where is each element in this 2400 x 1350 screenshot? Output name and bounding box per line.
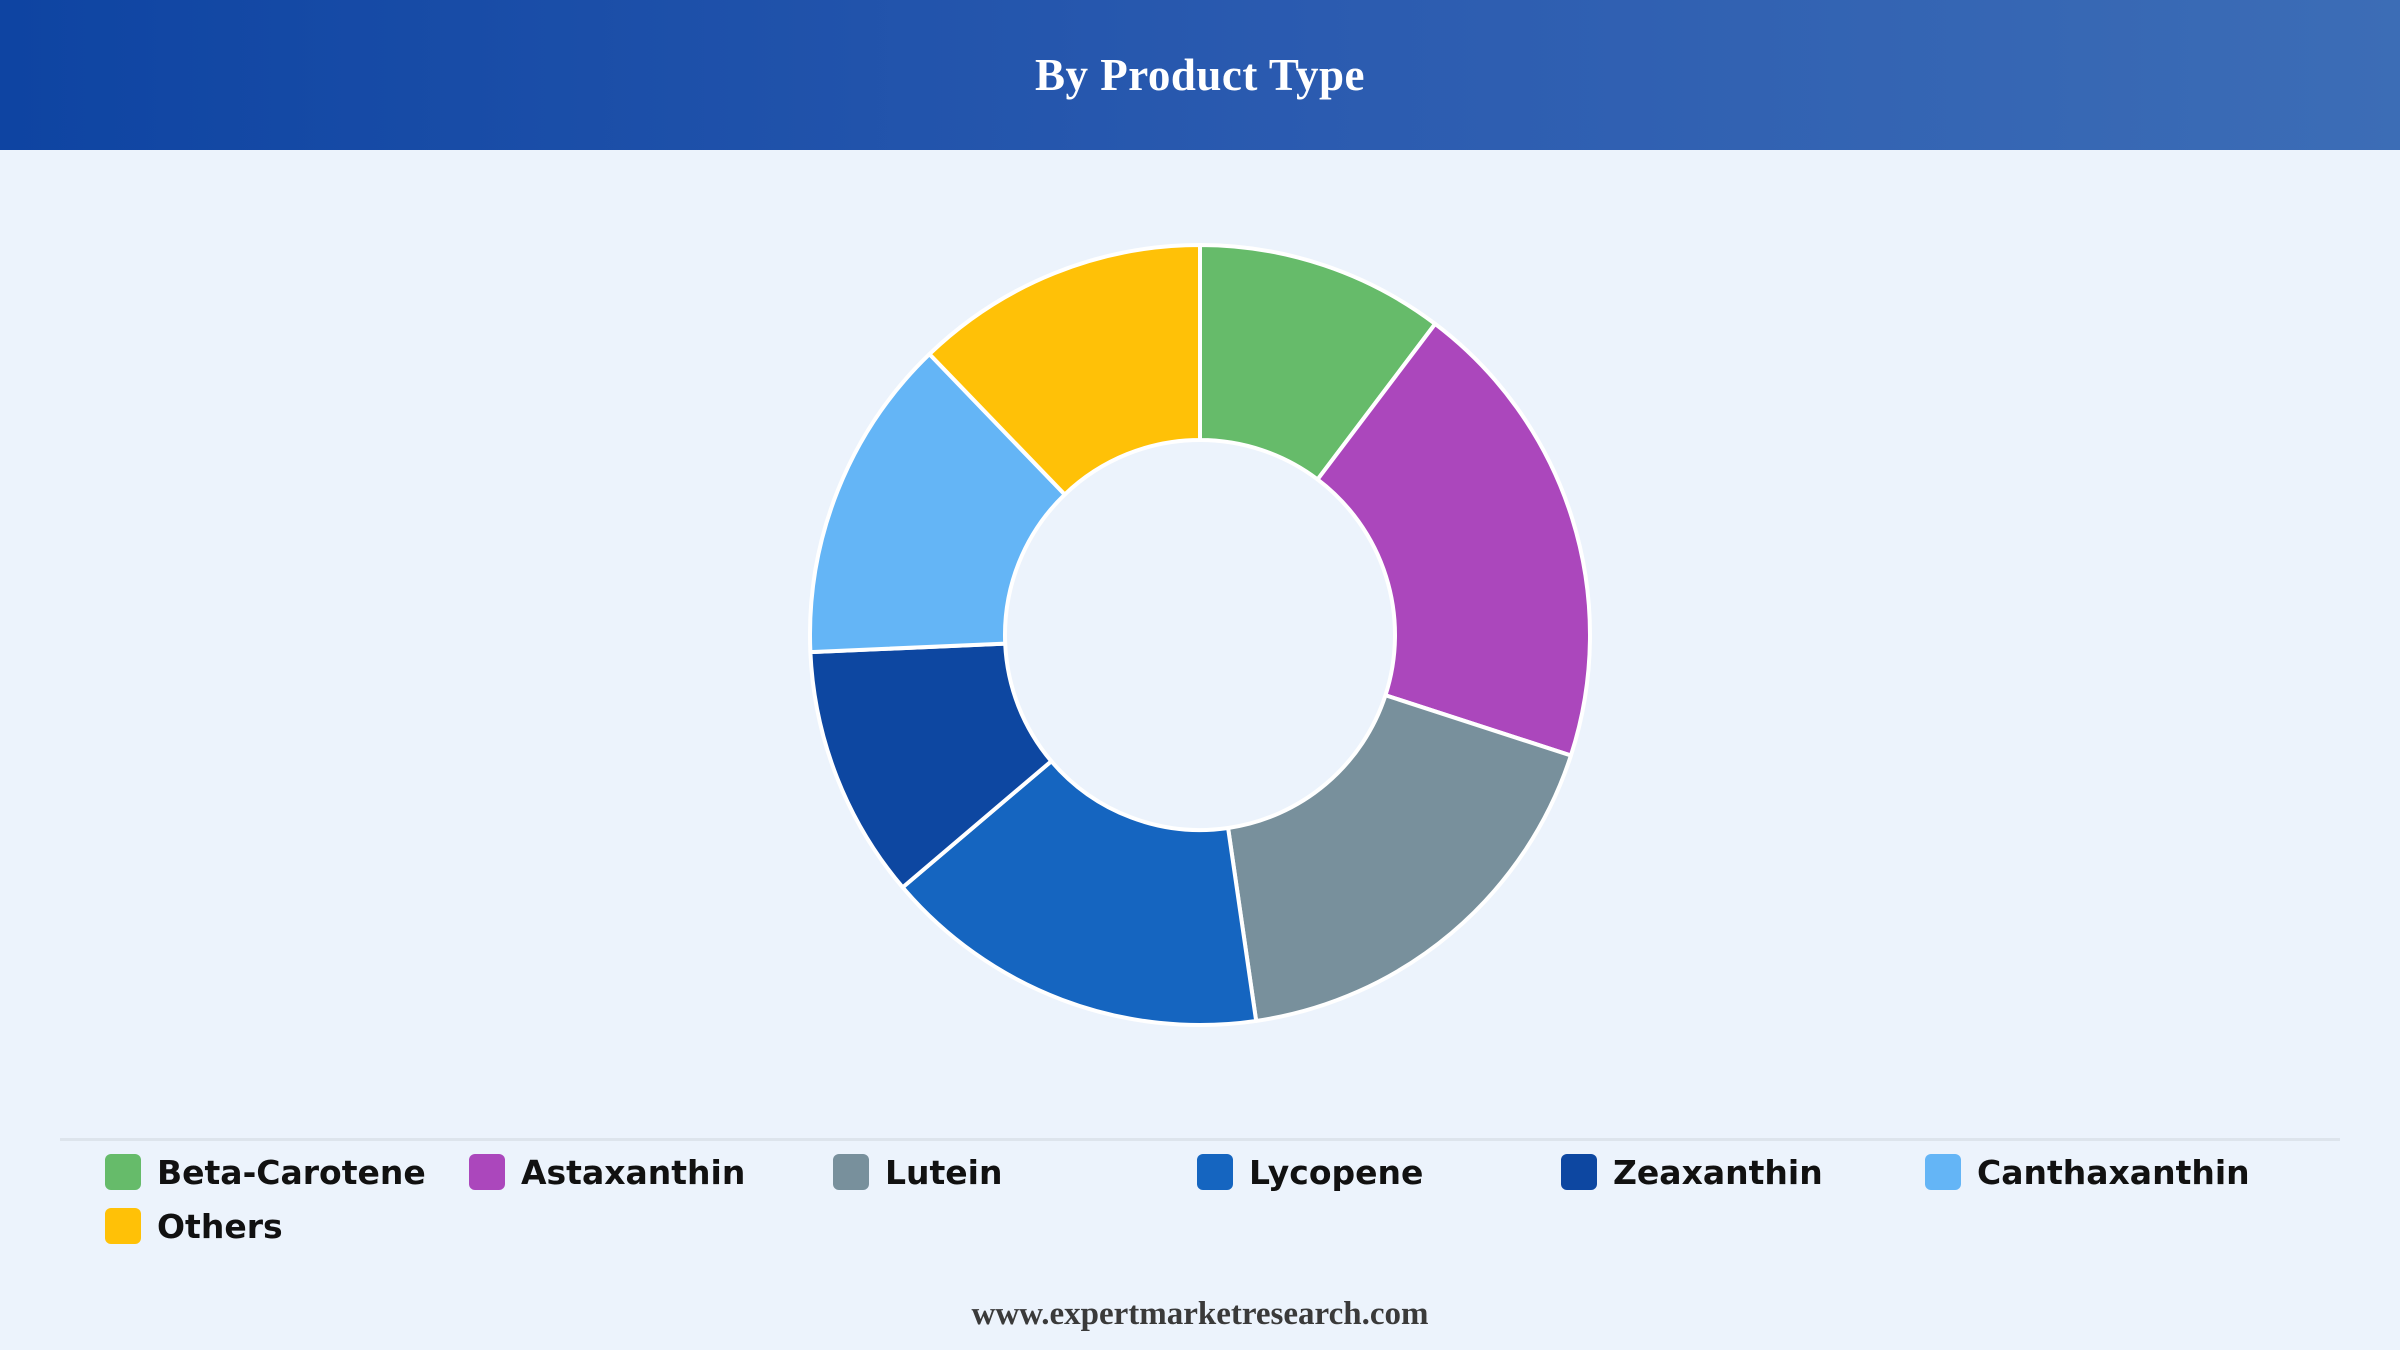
legend-swatch (1925, 1154, 1961, 1190)
chart-header: By Product Type (0, 0, 2400, 150)
legend-item-astaxanthin: Astaxanthin (469, 1152, 833, 1192)
footer-website: www.expertmarketresearch.com (971, 1296, 1429, 1332)
legend-swatch (833, 1154, 869, 1190)
legend-label: Beta-Carotene (157, 1152, 426, 1192)
donut-slice-others (927, 243, 1202, 497)
legend-label: Canthaxanthin (1977, 1152, 2250, 1192)
chart-area (0, 150, 2400, 1130)
legend-label: Astaxanthin (521, 1152, 746, 1192)
legend-swatch (1561, 1154, 1597, 1190)
legend-item-lycopene: Lycopene (1197, 1152, 1561, 1192)
legend-swatch (105, 1208, 141, 1244)
legend-item-lutein: Lutein (833, 1152, 1197, 1192)
legend-label: Lycopene (1249, 1152, 1424, 1192)
legend-label: Others (157, 1206, 283, 1246)
legend-swatch (1197, 1154, 1233, 1190)
donut-slice-lutein (1226, 693, 1573, 1023)
legend-swatch (105, 1154, 141, 1190)
donut-slice-beta-carotene (1198, 243, 1438, 482)
legend-item-beta-carotene: Beta-Carotene (105, 1152, 469, 1192)
legend-item-zeaxanthin: Zeaxanthin (1561, 1152, 1925, 1192)
chart-title: By Product Type (1034, 50, 1366, 100)
donut-chart (808, 243, 1592, 1027)
donut-slice-astaxanthin (1315, 321, 1592, 758)
legend-label: Lutein (885, 1152, 1003, 1192)
legend-divider (60, 1138, 2340, 1141)
legend-swatch (469, 1154, 505, 1190)
chart-legend: Beta-Carotene Astaxanthin Lutein Lycopene Ze… (105, 1152, 2355, 1246)
donut-slice-lycopene (900, 759, 1259, 1027)
legend-item-others: Others (105, 1206, 469, 1246)
legend-label: Zeaxanthin (1613, 1152, 1823, 1192)
legend-item-canthaxanthin: Canthaxanthin (1925, 1152, 2289, 1192)
